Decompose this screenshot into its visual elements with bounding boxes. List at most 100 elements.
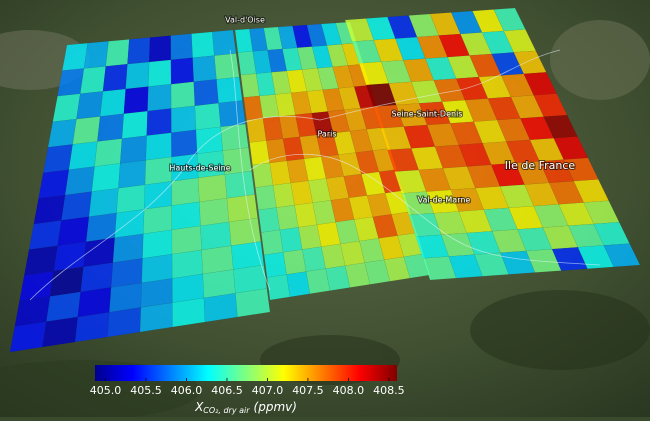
grid-cell — [107, 307, 142, 338]
grid-cell — [119, 135, 147, 164]
place-label: Val-de-Marne — [418, 196, 471, 205]
grid-cell — [33, 194, 66, 225]
place-label: Val-d'Oise — [225, 16, 265, 25]
boundaries — [29, 49, 601, 301]
tick-label: 407.5 — [292, 384, 324, 397]
grid-cell — [110, 258, 143, 288]
grid-cell — [97, 113, 125, 142]
grid-cell — [197, 174, 228, 203]
grid-cell — [140, 278, 173, 308]
grid-cell — [125, 61, 150, 90]
swaths — [9, 7, 641, 353]
grid-cell — [172, 297, 206, 328]
tick-label: 405.5 — [130, 384, 162, 397]
grid-cell — [142, 229, 173, 259]
place-label: Hauts-de-Seine — [169, 164, 230, 173]
grid-cell — [258, 207, 281, 233]
grid-cell — [42, 144, 73, 174]
grid-cell — [146, 108, 172, 136]
place-label: Ile de France — [505, 159, 576, 172]
grid-cell — [171, 177, 200, 206]
grid-cell — [88, 187, 119, 217]
grid-cell — [99, 88, 126, 117]
grid-cell — [224, 170, 255, 199]
grid-cell — [191, 31, 215, 59]
tick-label: 408.5 — [373, 384, 405, 397]
grid-cell — [118, 159, 147, 189]
grid-cell — [200, 221, 232, 251]
grid-cell — [194, 102, 221, 131]
grid-cell — [170, 105, 197, 134]
grid-cell — [170, 57, 195, 85]
grid-cell — [38, 169, 70, 199]
grid-cell — [143, 181, 173, 210]
grid-cell — [260, 229, 284, 256]
grid-cell — [148, 59, 172, 87]
grid-cell — [603, 243, 641, 268]
grid-cell — [109, 282, 142, 313]
place-label: Seine-Saint-Denis — [392, 110, 463, 119]
grid-cell — [42, 316, 79, 348]
grid-cell — [139, 302, 173, 333]
grid-cell — [116, 184, 146, 214]
grid-cell — [80, 262, 114, 293]
grid-cell — [233, 264, 268, 294]
grid-cell — [53, 241, 87, 272]
grid-cell — [28, 220, 62, 250]
grid-cell — [170, 81, 196, 109]
grid-cell — [64, 166, 95, 196]
grid-cell — [9, 321, 47, 353]
grid-cell — [127, 37, 151, 65]
grid-cell — [145, 132, 172, 161]
label-unit: (ppmv) — [254, 400, 297, 414]
grid-cell — [85, 212, 117, 243]
colorbar-ticks: 405.0 405.5 406.0 406.5 407.0 407.5 408.0 408.5 — [90, 378, 405, 397]
grid-cell — [72, 116, 101, 145]
grid-cell — [148, 35, 172, 63]
grid-cell — [286, 271, 311, 298]
grid-cell — [47, 118, 77, 148]
grid-cell — [228, 217, 262, 247]
tick-label: 406.0 — [171, 384, 203, 397]
grid-cell — [235, 288, 271, 318]
grid-cell — [255, 184, 277, 211]
grid-cell — [147, 83, 172, 112]
grid-cell — [144, 156, 172, 186]
grid-cell — [68, 141, 98, 171]
grid-cell — [202, 269, 236, 299]
grid-cell — [23, 245, 58, 276]
colorbar-label: XCO₂, dry air (ppmv) — [194, 400, 297, 415]
grid-cell — [112, 233, 144, 263]
colorbar — [95, 365, 397, 381]
grid-cell — [121, 110, 148, 139]
grid-cell — [123, 86, 149, 115]
grid-cell — [220, 123, 249, 151]
grid-cell — [266, 274, 291, 301]
grid-cell — [214, 53, 240, 80]
grid-cell — [211, 29, 237, 56]
grid-cell — [102, 63, 128, 92]
grid-cell — [193, 79, 219, 107]
grid-cell — [203, 292, 238, 323]
grid-cell — [49, 266, 84, 297]
grid-cell — [74, 311, 110, 343]
grid-cell — [263, 251, 287, 278]
grid-cell — [94, 138, 123, 167]
grid-cell — [83, 40, 109, 69]
grid-cell — [201, 245, 234, 275]
tick-label: 407.0 — [252, 384, 284, 397]
tick-label: 408.0 — [333, 384, 365, 397]
grid-cell — [216, 76, 243, 104]
grid-cell — [105, 39, 130, 67]
grid-cell — [79, 66, 106, 95]
grid-cell — [171, 225, 202, 255]
grid-cell — [141, 253, 173, 284]
grid-cell — [199, 197, 230, 227]
grid-cell — [171, 273, 205, 304]
grid-cell — [170, 33, 193, 61]
grid-cell — [192, 55, 217, 83]
grid-cell — [91, 163, 121, 192]
tick-label: 405.0 — [90, 384, 122, 397]
place-label: Paris — [317, 130, 336, 139]
